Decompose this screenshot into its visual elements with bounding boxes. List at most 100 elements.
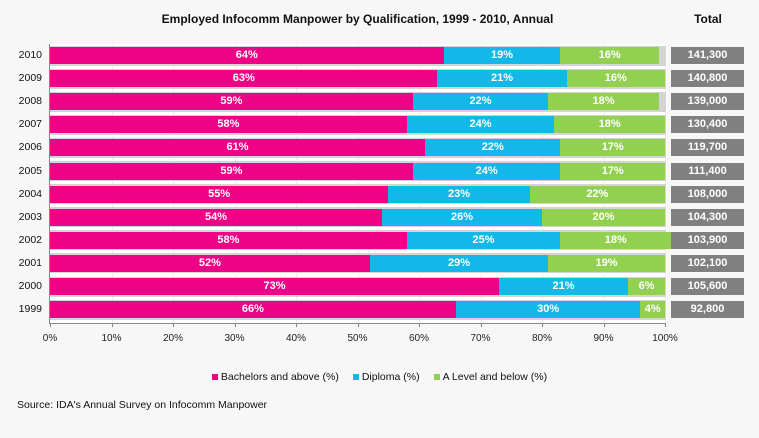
x-tick xyxy=(296,323,297,327)
bar-segment: 24% xyxy=(412,162,561,180)
x-tick xyxy=(665,323,666,327)
x-tick xyxy=(50,323,51,327)
legend-label: Bachelors and above (%) xyxy=(220,371,339,383)
bar-segment: 66% xyxy=(50,301,456,319)
x-tick xyxy=(603,323,605,327)
gridline xyxy=(111,44,113,323)
bar-segment: 4% xyxy=(640,301,665,319)
total-value: 104,300 xyxy=(671,208,744,226)
legend-item: A Level and below (%) xyxy=(433,371,548,383)
bar-segment: 21% xyxy=(437,70,567,88)
bar-segment: 16% xyxy=(560,47,659,64)
x-tick-label: 60% xyxy=(408,333,429,344)
gridline xyxy=(419,44,420,323)
y-tick-label: 2005 xyxy=(18,164,42,177)
bar-segment: 55% xyxy=(50,185,389,203)
total-value: 108,000 xyxy=(671,185,744,203)
bar-segment: 26% xyxy=(382,208,542,226)
bar-segment: 19% xyxy=(548,254,665,272)
bar-segment: 24% xyxy=(406,116,555,134)
bar-segment: 25% xyxy=(406,231,561,249)
total-value: 141,300 xyxy=(671,47,744,64)
x-tick-label: 100% xyxy=(652,333,678,344)
bar-segment: 59% xyxy=(50,162,413,180)
x-tick xyxy=(173,323,174,327)
bar-segment: 54% xyxy=(50,208,383,226)
bar-segment: 17% xyxy=(560,162,665,180)
gridline xyxy=(296,44,297,323)
bar-segment: 23% xyxy=(388,185,530,203)
y-tick-label: 2002 xyxy=(18,233,42,246)
y-tick-label: 2006 xyxy=(18,141,42,154)
x-tick-label: 10% xyxy=(101,333,122,344)
legend-swatch xyxy=(433,374,440,380)
x-axis xyxy=(49,323,666,324)
bar-segment: 30% xyxy=(455,301,641,319)
y-tick-label: 2004 xyxy=(18,187,42,200)
x-tick xyxy=(234,323,236,327)
legend-label: A Level and below (%) xyxy=(442,371,548,383)
x-tick xyxy=(111,323,113,327)
bar-segment: 22% xyxy=(412,93,549,111)
y-tick-label: 2007 xyxy=(18,118,42,131)
bar-segment: 63% xyxy=(50,70,438,88)
total-value: 105,600 xyxy=(671,278,744,295)
total-value: 103,900 xyxy=(671,231,744,249)
bar-segment: 59% xyxy=(50,93,413,111)
x-tick-label: 70% xyxy=(470,333,491,344)
y-tick-label: 2010 xyxy=(18,49,42,61)
legend-swatch xyxy=(211,374,218,380)
x-tick-label: 50% xyxy=(347,333,368,344)
gridline xyxy=(603,44,605,323)
bar-segment: 21% xyxy=(498,278,629,295)
bar-segment: 18% xyxy=(560,231,672,249)
x-tick-label: 90% xyxy=(593,333,614,344)
legend-swatch xyxy=(352,374,359,380)
source-note: Source: IDA's Annual Survey on Infocomm … xyxy=(17,399,268,411)
total-value: 139,000 xyxy=(671,93,744,111)
bar-segment: 6% xyxy=(628,278,665,295)
total-header: Total xyxy=(694,12,722,26)
y-tick-label: 2003 xyxy=(18,210,42,223)
x-tick-label: 40% xyxy=(285,333,306,344)
y-tick-label: 1999 xyxy=(18,303,42,316)
bar-segment: 20% xyxy=(542,208,665,226)
gridline xyxy=(480,44,482,323)
bar-segment: 58% xyxy=(50,231,407,249)
y-tick-label: 2001 xyxy=(18,256,42,269)
bar-segment: 58% xyxy=(50,116,407,134)
bar-segment: 16% xyxy=(566,70,665,88)
gridline xyxy=(542,44,543,323)
total-value: 111,400 xyxy=(671,162,744,180)
x-tick-label: 20% xyxy=(162,333,183,344)
y-tick-label: 2000 xyxy=(18,280,42,292)
gridline xyxy=(665,44,666,323)
bar-segment: 18% xyxy=(554,116,665,134)
x-tick xyxy=(480,323,482,327)
y-tick-label: 2009 xyxy=(18,72,42,85)
gridline xyxy=(357,44,359,323)
total-value: 102,100 xyxy=(671,254,744,272)
bar-segment: 52% xyxy=(50,254,370,272)
bar-segment: 61% xyxy=(50,139,426,157)
bar-segment: 29% xyxy=(369,254,549,272)
legend-label: Diploma (%) xyxy=(361,371,420,383)
legend-item: Diploma (%) xyxy=(352,371,420,383)
x-tick xyxy=(419,323,420,327)
bar-segment: 22% xyxy=(529,185,665,203)
chart-title: Employed Infocomm Manpower by Qualificat… xyxy=(161,12,554,26)
total-value: 92,800 xyxy=(671,301,744,319)
bar-segment: 18% xyxy=(548,93,659,111)
legend-item: Bachelors and above (%) xyxy=(211,371,339,383)
legend: Bachelors and above (%) Diploma (%) A Leve… xyxy=(0,371,759,383)
bar-segment: 22% xyxy=(425,139,561,157)
total-value: 140,800 xyxy=(671,70,744,88)
gridline xyxy=(234,44,236,323)
total-value: 119,700 xyxy=(671,139,744,157)
x-tick-label: 30% xyxy=(224,333,245,344)
x-tick xyxy=(542,323,543,327)
y-axis xyxy=(49,44,50,324)
bar-segment: 19% xyxy=(443,47,561,64)
x-tick xyxy=(357,323,359,327)
